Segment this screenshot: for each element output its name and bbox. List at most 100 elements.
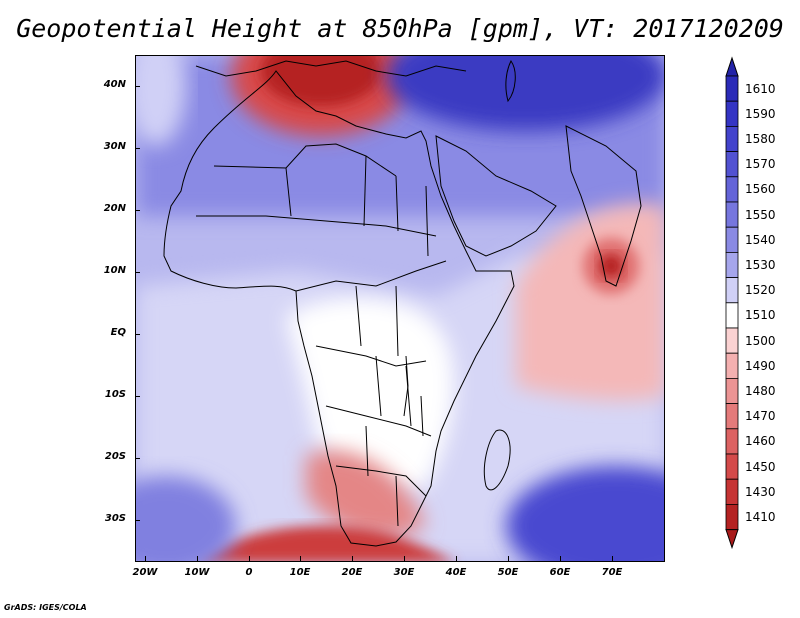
lat-label-30n: 30N — [103, 141, 126, 152]
colorbar-swatch-1560 — [725, 176, 739, 203]
colorbar-swatch-1580 — [725, 126, 739, 153]
lon-tick — [612, 556, 613, 561]
field-mediterranean-core — [261, 56, 381, 106]
colorbar-svg — [725, 56, 739, 550]
lon-tick — [456, 556, 457, 561]
field-continent-white — [286, 297, 455, 489]
colorbar-label-1570: 1570 — [745, 157, 776, 172]
colorbar-swatch-1610 — [725, 75, 739, 102]
lat-tick — [135, 520, 140, 521]
lat-label-20s: 20S — [104, 451, 126, 462]
lon-label-10e: 10E — [289, 567, 311, 578]
colorbar-label-1510: 1510 — [745, 308, 776, 323]
colorbar-swatch-1430 — [725, 478, 739, 505]
field-northwest-pale — [136, 56, 186, 146]
colorbar-swatch-1480 — [725, 377, 739, 404]
map-canvas — [136, 56, 664, 561]
colorbar-swatch-1470 — [725, 403, 739, 430]
colorbar-top-arrow — [725, 56, 739, 77]
colorbar-swatch-1570 — [725, 151, 739, 178]
lat-label-10n: 10N — [103, 265, 126, 276]
lat-label-20n: 20N — [103, 203, 126, 214]
colorbar-label-1530: 1530 — [745, 258, 776, 272]
colorbar-swatch-1510 — [725, 302, 739, 329]
lat-tick — [135, 396, 140, 397]
field-south-indian-blue — [506, 466, 664, 561]
field-south-atlantic-blue — [136, 476, 236, 561]
colorbar-label-1560: 1560 — [745, 182, 776, 197]
lat-tick — [135, 148, 140, 149]
lon-label-20e: 20E — [341, 567, 363, 578]
colorbar-bottom-arrow — [725, 529, 739, 550]
colorbar-label-1490: 1490 — [745, 358, 776, 373]
india-coast — [565, 125, 642, 287]
europe-coast — [195, 60, 467, 77]
colorbar-label-1500: 1500 — [745, 333, 776, 348]
colorbar-swatch-1540 — [725, 226, 739, 253]
lon-tick — [300, 556, 301, 561]
field-southern-red — [198, 525, 453, 561]
lat-label-eq: EQ — [110, 327, 126, 338]
lat-tick — [135, 458, 140, 459]
field-northeast-blue — [386, 56, 664, 131]
colorbar-swatch-1590 — [725, 100, 739, 127]
grads-credit: GrADS: IGES/COLA — [4, 603, 87, 612]
field-south-africa-red — [306, 450, 426, 536]
lon-tick — [145, 556, 146, 561]
lon-tick — [508, 556, 509, 561]
lon-label-30e: 30E — [393, 567, 415, 578]
border-3 — [295, 260, 447, 292]
border-5 — [325, 405, 432, 437]
colorbar-swatch-1460 — [725, 428, 739, 455]
colorbar-swatch-1550 — [725, 201, 739, 228]
colorbar-label-1460: 1460 — [745, 434, 776, 449]
lon-label-0: 0 — [245, 567, 253, 578]
lon-tick — [404, 556, 405, 561]
border-8 — [355, 285, 412, 427]
border-1 — [213, 143, 397, 177]
colorbar-label-1430: 1430 — [745, 484, 776, 499]
lat-tick — [135, 210, 140, 211]
colorbar-label-1610: 1610 — [745, 81, 776, 96]
lon-tick — [197, 556, 198, 561]
africa-coastline — [163, 70, 515, 547]
colorbar-label-1470: 1470 — [745, 409, 776, 424]
colorbar-swatch-1450 — [725, 453, 739, 480]
colorbar-swatch-1410 — [725, 503, 739, 530]
lon-label-70e: 70E — [601, 567, 623, 578]
border-2 — [196, 215, 437, 237]
arabia-coast — [435, 135, 557, 257]
border-6 — [335, 465, 427, 497]
caspian — [505, 60, 516, 103]
lon-tick — [352, 556, 353, 561]
lat-label-40n: 40N — [103, 79, 126, 90]
colorbar-label-1540: 1540 — [745, 232, 776, 247]
lat-tick — [135, 86, 140, 87]
field-indian-low-core — [599, 254, 623, 278]
map-title: Geopotential Height at 850hPa [gpm], VT:… — [16, 14, 784, 43]
lon-label-60e: 60E — [549, 567, 571, 578]
lon-label-10w: 10W — [184, 567, 210, 578]
colorbar-label-1520: 1520 — [745, 283, 776, 298]
madagascar — [483, 429, 511, 491]
lon-tick — [249, 556, 250, 561]
colorbar-label-1550: 1550 — [745, 207, 776, 222]
border-7 — [285, 155, 429, 257]
lon-label-50e: 50E — [497, 567, 519, 578]
border-4 — [315, 345, 427, 367]
lat-label-10s: 10S — [104, 389, 126, 400]
lat-tick — [135, 272, 140, 273]
map-boundaries — [163, 60, 642, 547]
colorbar-label-1590: 1590 — [745, 106, 776, 121]
lon-tick — [560, 556, 561, 561]
map-panel — [135, 55, 665, 562]
colorbar-label-1580: 1580 — [745, 132, 776, 146]
colorbar-label-1410: 1410 — [745, 510, 776, 524]
colorbar: 1610 1590 1580 1570 1560 1550 1540 1530 1520 1510… — [722, 56, 776, 552]
lakes — [403, 355, 424, 437]
lat-label-30s: 30S — [104, 513, 126, 524]
colorbar-label-1450: 1450 — [745, 459, 776, 474]
colorbar-label-1480: 1480 — [745, 384, 776, 398]
colorbar-swatch-1490 — [725, 352, 739, 379]
border-9 — [365, 425, 399, 527]
